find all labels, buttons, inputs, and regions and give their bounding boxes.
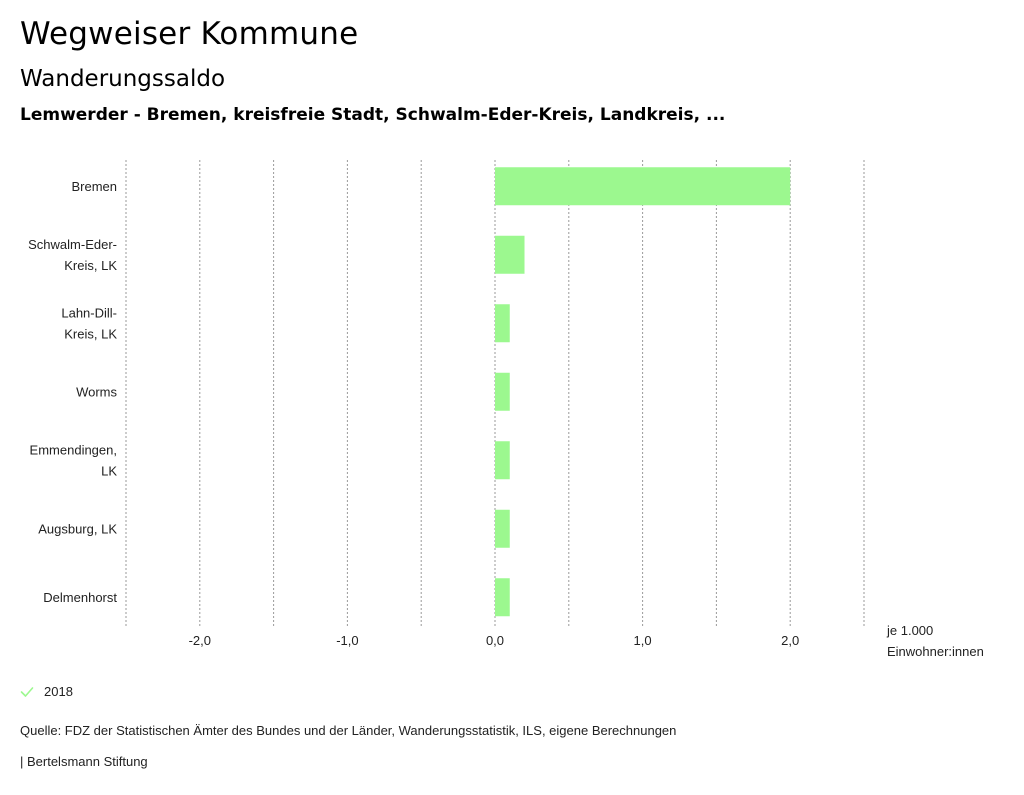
bar[interactable] bbox=[495, 372, 510, 411]
category-label: Augsburg, LK bbox=[38, 521, 117, 536]
x-tick-label: 0,0 bbox=[486, 633, 504, 648]
category-label: Bremen bbox=[71, 179, 117, 194]
category-label: Schwalm-Eder-Kreis, LK bbox=[28, 237, 117, 273]
bar[interactable] bbox=[495, 441, 510, 480]
page-title: Wegweiser Kommune bbox=[20, 16, 359, 52]
bar-chart: Bremen Schwalm-Eder-Kreis, LK Lahn-Dill-Kr… bbox=[28, 160, 984, 659]
source-note: Quelle: FDZ der Statistischen Ämter des … bbox=[20, 723, 677, 738]
x-axis-ticks: -2,0 -1,0 0,0 1,0 2,0 bbox=[189, 633, 800, 648]
x-tick-label: 2,0 bbox=[781, 633, 799, 648]
x-tick-label: -2,0 bbox=[189, 633, 211, 648]
category-label: Delmenhorst bbox=[43, 590, 117, 605]
category-label: Lahn-Dill-Kreis, LK bbox=[61, 305, 117, 341]
bar[interactable] bbox=[495, 578, 510, 617]
category-labels: Bremen Schwalm-Eder-Kreis, LK Lahn-Dill-Kr… bbox=[28, 179, 117, 605]
bar[interactable] bbox=[495, 235, 525, 274]
x-axis-unit-label: je 1.000 Einwohner:innen bbox=[886, 623, 984, 659]
credit-note: | Bertelsmann Stiftung bbox=[20, 754, 148, 769]
check-icon bbox=[20, 686, 34, 697]
bar[interactable] bbox=[495, 167, 791, 206]
legend[interactable]: 2018 bbox=[20, 684, 73, 699]
x-tick-label: -1,0 bbox=[336, 633, 358, 648]
category-label: Emmendingen, LK bbox=[30, 442, 118, 478]
category-label: Worms bbox=[76, 384, 117, 399]
bar[interactable] bbox=[495, 304, 510, 343]
bars bbox=[495, 167, 791, 617]
chart-subtitle: Wanderungssaldo bbox=[20, 66, 226, 92]
x-unit-label: je 1.000 Einwohner:innen bbox=[886, 623, 984, 659]
region-comparison-line: Lemwerder - Bremen, kreisfreie Stadt, Sc… bbox=[20, 105, 726, 125]
legend-label-2018: 2018 bbox=[44, 684, 73, 699]
bar[interactable] bbox=[495, 509, 510, 548]
x-tick-label: 1,0 bbox=[634, 633, 652, 648]
